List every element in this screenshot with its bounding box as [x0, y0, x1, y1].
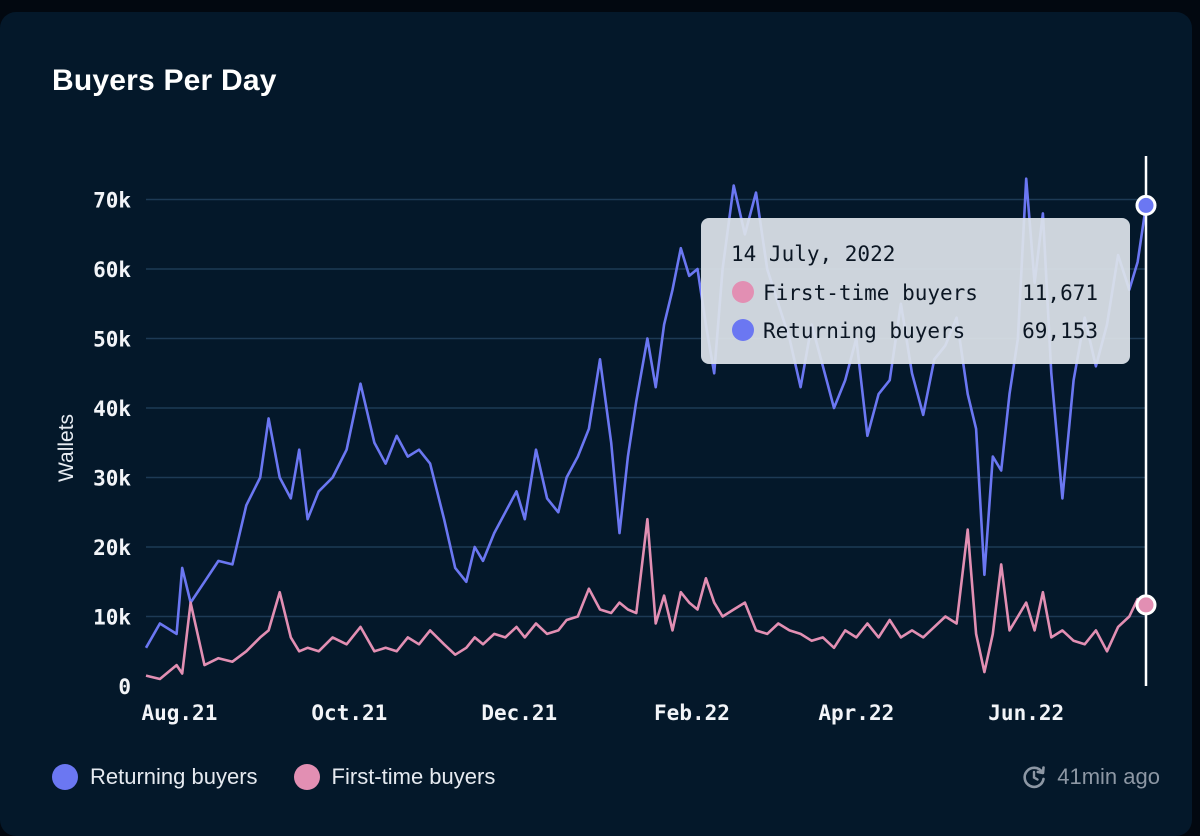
x-tick-label: Apr.22 [818, 701, 894, 725]
tooltip-returning-value: 69,153 [1022, 319, 1098, 343]
first-time-hover-point [1135, 594, 1157, 616]
last-updated-text: 41min ago [1057, 764, 1160, 789]
x-tick-label: Aug.21 [141, 701, 217, 725]
chart-card [0, 12, 1192, 836]
legend-first-time-label: First-time buyers [331, 764, 496, 789]
tooltip-returning-label: Returning buyers [763, 319, 965, 343]
returning-buyers-line [144, 177, 1148, 649]
x-tick-label: Dec.21 [481, 701, 557, 725]
chart-legend: Returning buyers First-time buyers [52, 760, 531, 794]
tooltip-first-time-value: 11,671 [1022, 281, 1098, 305]
legend-item-returning[interactable]: Returning buyers [52, 764, 258, 790]
returning-hover-point [1135, 194, 1157, 216]
tooltip-date: 14 July, 2022 [731, 242, 895, 266]
y-tick-label: 70k [93, 189, 131, 213]
y-tick-label: 10k [93, 606, 131, 630]
y-tick-label: 20k [93, 536, 131, 560]
y-axis-label: Wallets [55, 414, 78, 482]
x-axis-ticks: Aug.21 Oct.21 Dec.21 Feb.22 Apr.22 Jun.22 [141, 701, 1064, 725]
x-tick-label: Feb.22 [654, 701, 730, 725]
tooltip-first-time-label: First-time buyers [763, 281, 978, 305]
y-tick-label: 50k [93, 328, 131, 352]
series-lines [144, 177, 1148, 681]
x-tick-label: Jun.22 [988, 701, 1064, 725]
first-time-buyers-line [145, 517, 1147, 681]
y-axis-ticks: 0 10k 20k 30k 40k 50k 60k 70k [93, 189, 131, 700]
legend-returning-label: Returning buyers [90, 764, 258, 789]
x-tick-label: Oct.21 [311, 701, 387, 725]
chart-tooltip: 14 July, 2022 First-time buyers 11,671 R… [701, 218, 1130, 364]
refresh-clock-icon [1023, 766, 1046, 789]
chart-title: Buyers Per Day [52, 64, 277, 97]
legend-first-time-swatch [293, 764, 320, 790]
y-tick-label: 60k [93, 258, 131, 282]
y-tick-label: 0 [118, 675, 131, 699]
tooltip-first-time-dot [732, 281, 754, 303]
tooltip-returning-dot [732, 319, 754, 341]
legend-item-first-time[interactable]: First-time buyers [293, 764, 496, 790]
hover-markers [1135, 194, 1157, 616]
y-tick-label: 30k [93, 467, 131, 491]
last-updated: 41min ago [1021, 760, 1160, 794]
legend-returning-swatch [52, 764, 78, 790]
y-tick-label: 40k [93, 397, 131, 421]
